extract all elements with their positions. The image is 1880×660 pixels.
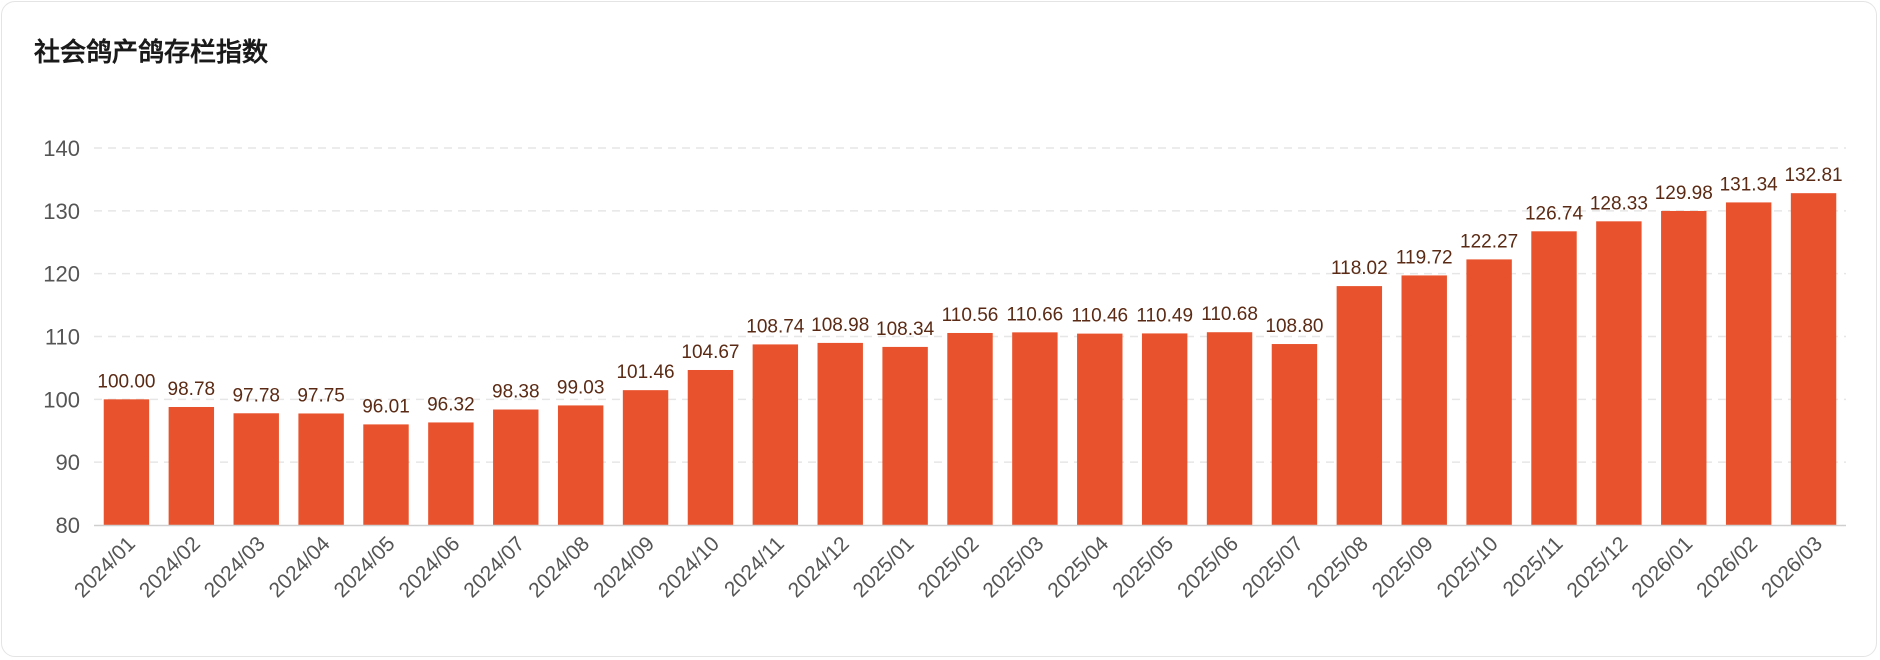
bar	[1077, 333, 1123, 525]
bar	[557, 405, 604, 525]
y-tick-label: 110	[45, 325, 80, 350]
bar	[622, 390, 669, 525]
bar	[1206, 332, 1253, 525]
bar-value-label: 98.38	[492, 382, 540, 403]
x-tick-label: 2024/08	[524, 532, 594, 602]
x-tick-label: 2026/02	[1692, 532, 1762, 602]
bar-value-label: 97.78	[232, 385, 280, 406]
x-axis-ticks: 2024/012024/022024/032024/042024/052024/…	[70, 532, 1827, 602]
data-labels: 100.00 98.78 97.78 97.75 96.01 96.32 98.38 99.0…	[97, 165, 1842, 417]
x-tick-label: 2025/11	[1499, 532, 1568, 601]
bar-value-label: 132.81	[1784, 165, 1842, 186]
bar-value-label: 104.67	[681, 342, 739, 363]
bar	[1596, 221, 1642, 526]
bar-value-label: 96.32	[427, 394, 475, 415]
x-tick-label: 2025/06	[1173, 532, 1243, 602]
bar-value-label: 96.01	[362, 396, 410, 417]
bar-value-label: 128.33	[1590, 193, 1648, 214]
bar	[168, 406, 215, 525]
bar	[233, 413, 279, 525]
bar-value-label: 110.56	[942, 305, 999, 326]
x-tick-label: 2024/02	[135, 532, 205, 602]
bar-value-label: 108.34	[876, 319, 935, 340]
x-tick-label: 2024/01	[70, 532, 140, 602]
bar-value-label: 108.74	[746, 316, 805, 337]
bar	[298, 413, 344, 525]
bar-value-label: 110.46	[1071, 306, 1128, 327]
bar	[1661, 210, 1707, 526]
bar	[1790, 193, 1837, 525]
y-tick-label: 90	[56, 450, 80, 475]
x-tick-label: 2025/01	[849, 532, 919, 602]
x-tick-label: 2026/01	[1627, 532, 1697, 602]
bar	[687, 369, 734, 525]
x-tick-label: 2024/05	[330, 532, 400, 602]
x-tick-label: 2024/06	[394, 532, 464, 602]
x-tick-label: 2024/04	[265, 532, 335, 602]
y-axis-ticks: 80 90 100 110 120 130 140	[43, 136, 80, 538]
bar-value-label: 100.00	[97, 371, 155, 392]
bar	[1012, 332, 1058, 525]
x-tick-label: 2024/12	[784, 532, 854, 602]
bar-value-label: 131.34	[1720, 174, 1779, 195]
bar	[1725, 202, 1772, 525]
x-tick-label: 2025/04	[1043, 532, 1113, 602]
bar-value-label: 101.46	[616, 362, 674, 383]
bar	[882, 346, 928, 525]
y-tick-label: 80	[56, 513, 80, 538]
x-tick-label: 2025/05	[1108, 532, 1178, 602]
x-tick-label: 2025/09	[1368, 532, 1438, 602]
bar-value-label: 108.80	[1265, 316, 1323, 337]
bar	[493, 409, 539, 525]
bar-value-label: 119.72	[1396, 247, 1453, 268]
x-tick-label: 2025/07	[1238, 532, 1308, 602]
bar	[1141, 333, 1188, 525]
x-tick-label: 2024/07	[459, 532, 529, 602]
bar	[428, 422, 474, 525]
bar-value-label: 97.75	[297, 385, 345, 406]
y-tick-label: 100	[43, 387, 80, 412]
bar-value-label: 118.02	[1331, 258, 1388, 279]
bar-value-label: 110.49	[1136, 305, 1193, 326]
x-tick-label: 2026/03	[1757, 532, 1827, 602]
bar	[1336, 286, 1383, 525]
bars	[103, 193, 1837, 526]
bar	[1271, 344, 1318, 525]
x-tick-label: 2025/10	[1433, 532, 1503, 602]
bar	[817, 342, 863, 525]
bar	[752, 344, 799, 525]
x-tick-label: 2025/08	[1303, 532, 1373, 602]
bar	[103, 399, 150, 525]
x-tick-label: 2024/11	[720, 532, 789, 601]
x-tick-label: 2024/03	[200, 532, 270, 602]
x-tick-label: 2024/10	[654, 532, 724, 602]
bar-value-label: 126.74	[1525, 203, 1584, 224]
y-tick-label: 130	[43, 199, 80, 224]
bar	[1401, 275, 1447, 525]
y-tick-label: 140	[43, 136, 80, 161]
bar-value-label: 99.03	[557, 377, 605, 398]
x-tick-label: 2025/12	[1562, 532, 1632, 602]
x-tick-label: 2025/03	[978, 532, 1048, 602]
bar-value-label: 110.68	[1201, 304, 1258, 325]
bar	[363, 424, 409, 525]
bar-value-label: 98.78	[168, 379, 216, 400]
bar	[1531, 231, 1577, 525]
bar	[947, 332, 993, 525]
bar-value-label: 108.98	[811, 315, 869, 336]
bar-value-label: 110.66	[1007, 304, 1064, 325]
bar-value-label: 129.98	[1655, 183, 1713, 204]
chart-title: 社会鸽产鸽存栏指数	[34, 38, 269, 68]
bar	[1466, 259, 1512, 525]
bar-value-label: 122.27	[1460, 231, 1518, 252]
x-tick-label: 2025/02	[914, 532, 984, 602]
y-tick-label: 120	[43, 262, 80, 287]
x-tick-label: 2024/09	[589, 532, 659, 602]
